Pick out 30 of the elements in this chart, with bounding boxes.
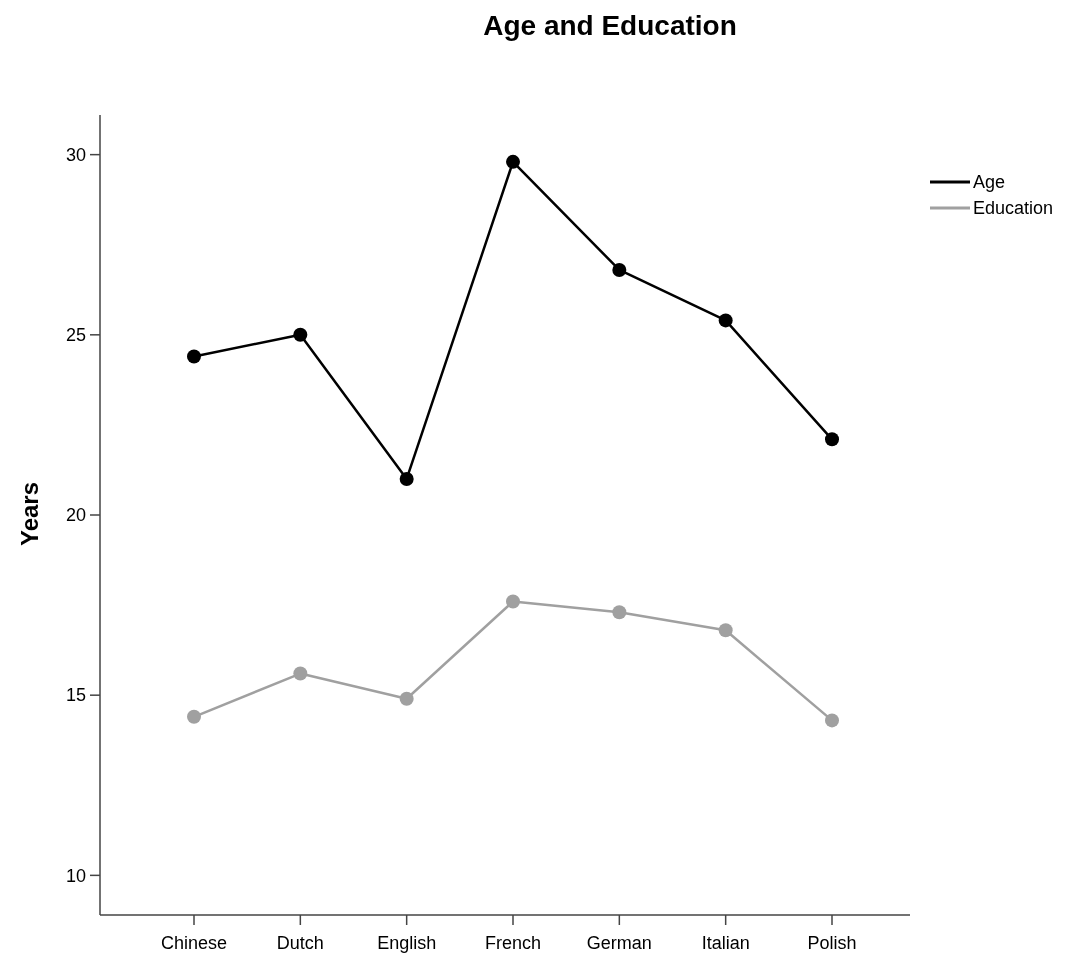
x-tick-label: Dutch — [276, 933, 324, 953]
x-tick-label: German — [586, 933, 652, 953]
x-tick-label: Polish — [807, 933, 857, 953]
point — [718, 623, 733, 638]
y-tick-label: 25 — [65, 325, 86, 346]
point — [825, 713, 839, 728]
point — [187, 709, 201, 724]
y-tick-label: 20 — [65, 505, 86, 526]
point — [399, 471, 414, 486]
x-tick-label: Italian — [701, 933, 750, 953]
point — [293, 666, 308, 681]
point — [506, 594, 520, 609]
point — [187, 349, 201, 364]
point — [612, 262, 627, 277]
chart-title: Age and Education — [483, 10, 737, 41]
y-tick-label: 10 — [65, 865, 86, 886]
legend-label: Education — [973, 198, 1054, 219]
x-tick-label: Chinese — [160, 933, 228, 953]
y-tick-label: 30 — [65, 144, 86, 165]
y-tick-label: 15 — [65, 685, 86, 706]
y-axis-title: Years — [16, 481, 43, 547]
point — [506, 154, 520, 169]
x-tick-label: English — [377, 933, 437, 953]
legend-label: Age — [973, 172, 1006, 193]
x-tick-label: French — [484, 933, 542, 953]
point — [293, 327, 308, 342]
point — [718, 313, 733, 328]
point — [399, 691, 414, 706]
point — [825, 432, 839, 447]
point — [612, 605, 627, 620]
